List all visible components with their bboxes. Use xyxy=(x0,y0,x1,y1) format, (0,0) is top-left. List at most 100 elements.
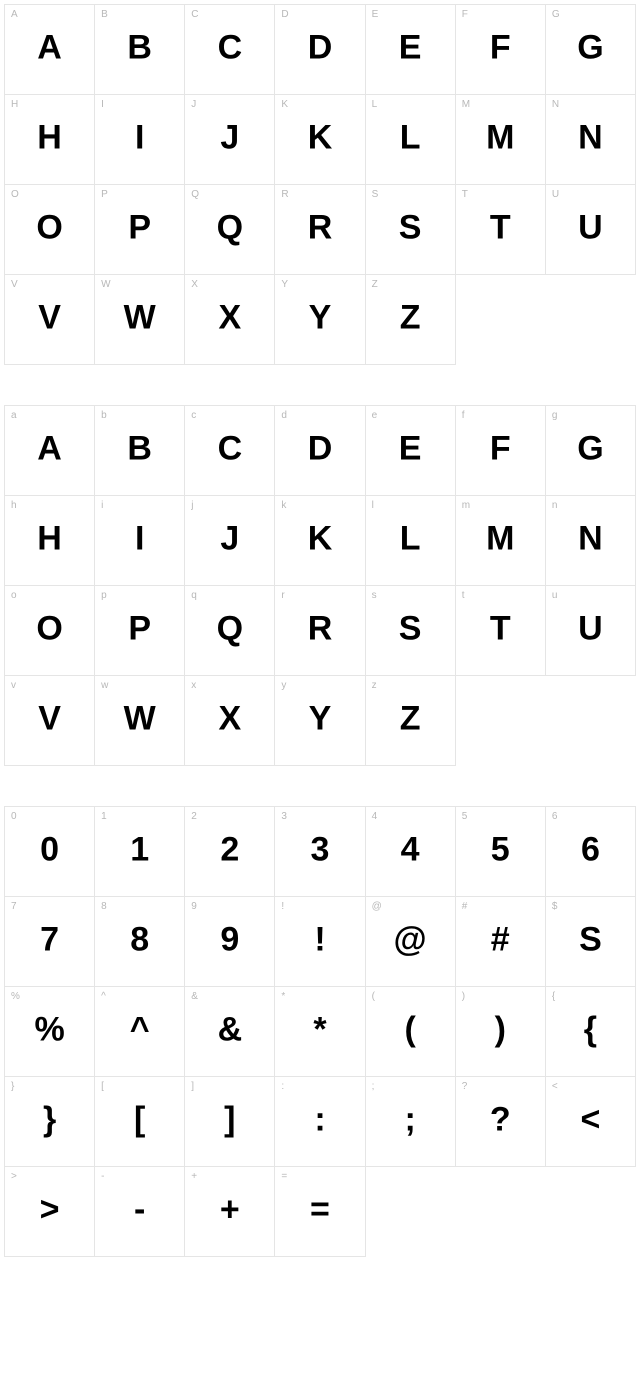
glyph-display: V xyxy=(38,699,61,738)
glyph-label: v xyxy=(11,680,16,691)
glyph-display: ^ xyxy=(130,1010,150,1049)
glyph-display: : xyxy=(314,1100,325,1139)
glyph-cell: HH xyxy=(5,95,95,185)
glyph-cell: ** xyxy=(275,987,365,1077)
glyph-label: H xyxy=(11,99,18,110)
glyph-cell: PP xyxy=(95,185,185,275)
glyph-label: D xyxy=(281,9,288,20)
glyph-cell: oO xyxy=(5,586,95,676)
glyph-cell: EE xyxy=(366,5,456,95)
glyph-display: F xyxy=(490,429,511,468)
glyph-display: K xyxy=(308,519,333,558)
glyph-display: N xyxy=(578,519,603,558)
glyph-display: O xyxy=(36,208,62,247)
glyph-display: [ xyxy=(134,1100,145,1139)
glyph-cell: cC xyxy=(185,406,275,496)
glyph-cell: 88 xyxy=(95,897,185,987)
glyph-cell: mM xyxy=(456,496,546,586)
glyph-label: Q xyxy=(191,189,199,200)
glyph-display: ) xyxy=(495,1010,506,1049)
glyph-cell: II xyxy=(95,95,185,185)
glyph-label: & xyxy=(191,991,198,1002)
glyph-label: u xyxy=(552,590,558,601)
glyph-label: 8 xyxy=(101,901,107,912)
glyph-cell: hH xyxy=(5,496,95,586)
glyph-cell: == xyxy=(275,1167,365,1257)
glyph-display: 9 xyxy=(220,920,239,959)
glyph-cell: KK xyxy=(275,95,365,185)
glyph-label: s xyxy=(372,590,377,601)
glyph-display: P xyxy=(128,609,151,648)
glyph-display: } xyxy=(43,1100,56,1139)
glyph-display: Y xyxy=(309,298,332,337)
glyph-label: } xyxy=(11,1081,14,1092)
glyph-display: V xyxy=(38,298,61,337)
glyph-cell: :: xyxy=(275,1077,365,1167)
glyph-cell: sS xyxy=(366,586,456,676)
glyph-cell: eE xyxy=(366,406,456,496)
glyph-display: L xyxy=(400,118,421,157)
glyph-display: U xyxy=(578,609,603,648)
glyph-cell: iI xyxy=(95,496,185,586)
glyph-cell: NN xyxy=(546,95,636,185)
glyph-display: 0 xyxy=(40,830,59,869)
character-map-root: AABBCCDDEEFFGGHHIIJJKKLLMMNNOOPPQQRRSSTT… xyxy=(4,4,636,1257)
glyph-cell: dD xyxy=(275,406,365,496)
glyph-label: [ xyxy=(101,1081,104,1092)
glyph-label: = xyxy=(281,1171,287,1182)
glyph-cell: GG xyxy=(546,5,636,95)
glyph-label: k xyxy=(281,500,286,511)
glyph-cell: 44 xyxy=(366,807,456,897)
glyph-cell: ^^ xyxy=(95,987,185,1077)
glyph-cell: VV xyxy=(5,275,95,365)
glyph-label: G xyxy=(552,9,560,20)
glyph-label: i xyxy=(101,500,103,511)
glyph-cell: zZ xyxy=(366,676,456,766)
glyph-label: J xyxy=(191,99,196,110)
glyph-cell: SS xyxy=(366,185,456,275)
glyph-cell: {{ xyxy=(546,987,636,1077)
glyph-label: 6 xyxy=(552,811,558,822)
glyph-display: T xyxy=(490,208,511,247)
glyph-display: H xyxy=(37,118,62,157)
glyph-label: p xyxy=(101,590,107,601)
glyph-label: S xyxy=(372,189,379,200)
glyph-cell: [[ xyxy=(95,1077,185,1167)
glyph-cell: ZZ xyxy=(366,275,456,365)
glyph-display: R xyxy=(308,208,333,247)
glyph-display: ? xyxy=(490,1100,511,1139)
glyph-label: V xyxy=(11,279,18,290)
glyph-display: 6 xyxy=(581,830,600,869)
section-numbers-symbols: 00112233445566778899!!@@##$S%%^^&&**(())… xyxy=(4,806,636,1257)
glyph-cell: vV xyxy=(5,676,95,766)
glyph-label: ; xyxy=(372,1081,375,1092)
glyph-label: > xyxy=(11,1171,17,1182)
glyph-cell: xX xyxy=(185,676,275,766)
glyph-display: 8 xyxy=(130,920,149,959)
glyph-label: T xyxy=(462,189,468,200)
glyph-display: Q xyxy=(217,609,243,648)
glyph-label: 0 xyxy=(11,811,17,822)
glyph-cell: YY xyxy=(275,275,365,365)
glyph-display: 4 xyxy=(401,830,420,869)
glyph-display: & xyxy=(218,1010,243,1049)
glyph-label: n xyxy=(552,500,558,511)
glyph-display: F xyxy=(490,28,511,67)
glyph-label: ] xyxy=(191,1081,194,1092)
glyph-display: S xyxy=(399,609,422,648)
glyph-cell: LL xyxy=(366,95,456,185)
glyph-display: Y xyxy=(309,699,332,738)
glyph-cell: MM xyxy=(456,95,546,185)
glyph-label: ^ xyxy=(101,991,106,1002)
glyph-display: I xyxy=(135,118,144,157)
glyph-display: @ xyxy=(394,920,427,959)
glyph-label: 1 xyxy=(101,811,107,822)
glyph-label: U xyxy=(552,189,559,200)
glyph-label: 4 xyxy=(372,811,378,822)
glyph-label: N xyxy=(552,99,559,110)
glyph-label: 3 xyxy=(281,811,287,822)
glyph-cell: 55 xyxy=(456,807,546,897)
glyph-display: ( xyxy=(404,1010,415,1049)
glyph-cell: BB xyxy=(95,5,185,95)
glyph-label: M xyxy=(462,99,470,110)
